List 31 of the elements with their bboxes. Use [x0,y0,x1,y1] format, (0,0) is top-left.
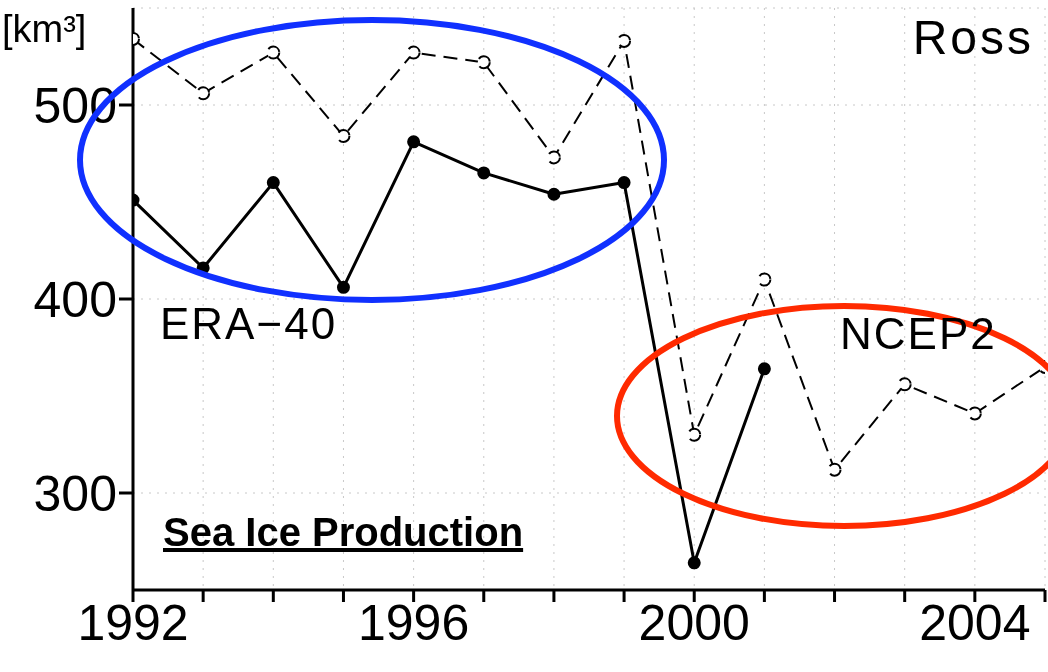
chart-title: Ross [912,11,1034,64]
y-tick-label: 300 [33,465,117,522]
point [336,129,351,144]
point [827,462,842,477]
point [547,187,561,201]
point [897,377,912,392]
annotation: ERA−40 [160,299,338,349]
x-tick-label: 1996 [358,594,470,651]
point [617,176,631,190]
point [477,166,491,180]
y-tick-label: 400 [33,271,117,328]
point [617,33,632,48]
point [336,280,350,294]
point [476,55,491,70]
point [407,135,421,149]
point [196,86,211,101]
point [757,272,772,287]
point [687,556,701,570]
point [546,150,561,165]
annotation: NCEP2 [840,309,997,359]
annotation: Sea Ice Production [163,510,524,554]
x-tick-label: 1992 [77,594,189,651]
point [266,45,281,60]
point [266,176,280,190]
point [406,45,421,60]
x-tick-label: 2000 [638,594,750,651]
x-tick-label: 2004 [919,594,1031,651]
point [967,406,982,421]
point [757,362,771,376]
point [687,427,702,442]
y-axis-title: [km³] [2,8,87,50]
